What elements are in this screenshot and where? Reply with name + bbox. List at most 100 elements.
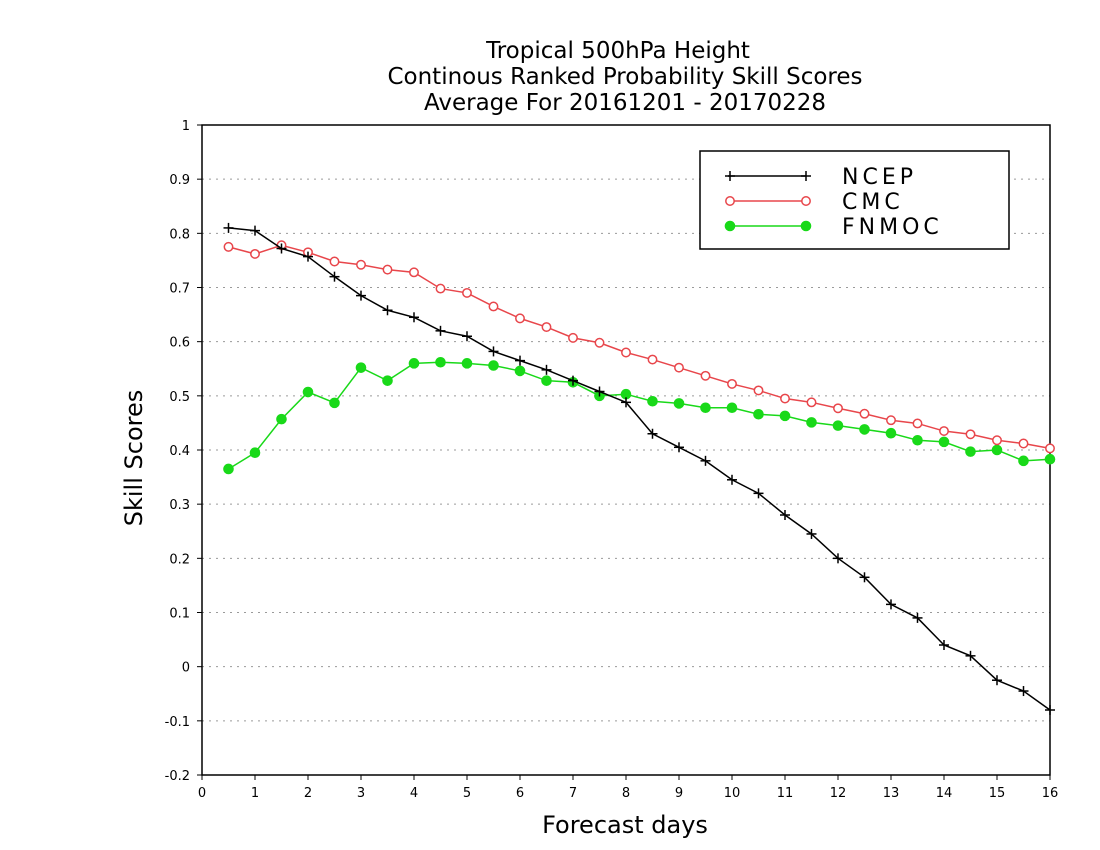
- data-point-ncep: [276, 243, 287, 254]
- legend-marker-cmc: [801, 196, 811, 206]
- data-point-cmc: [886, 415, 896, 426]
- data-point-ncep: [700, 455, 711, 466]
- data-point-cmc: [435, 283, 446, 294]
- data-point-fnmoc: [832, 420, 844, 431]
- data-point-fnmoc: [700, 402, 711, 414]
- legend-item-ncep: NCEP: [725, 165, 917, 190]
- data-point-fnmoc: [726, 402, 738, 414]
- data-point-cmc: [488, 301, 499, 312]
- chart-title-line-1: Tropical 500hPa Height: [485, 38, 750, 64]
- y-tick-label: 0.2: [169, 552, 190, 567]
- data-point-ncep: [912, 612, 923, 623]
- data-point-fnmoc: [673, 398, 685, 409]
- data-point-ncep: [939, 640, 949, 650]
- y-tick-label: -0.2: [165, 769, 190, 784]
- legend-marker-ncep: [725, 171, 735, 181]
- data-point-ncep: [647, 428, 658, 439]
- series-line-ncep: [228, 227, 1051, 711]
- data-point-ncep: [541, 364, 552, 375]
- x-tick-label: 9: [675, 786, 683, 801]
- data-point-cmc: [594, 337, 605, 348]
- data-point-ncep: [303, 251, 313, 262]
- data-point-cmc: [329, 256, 340, 267]
- data-point-fnmoc: [408, 358, 420, 369]
- x-tick-label: 3: [357, 786, 365, 801]
- data-point-fnmoc: [541, 375, 552, 386]
- legend-item-cmc: CMC: [725, 190, 900, 215]
- data-point-cmc: [515, 313, 525, 324]
- data-point-cmc: [409, 267, 419, 278]
- x-tick-label: 10: [724, 786, 741, 801]
- x-tick-label: 2: [304, 786, 312, 801]
- series-cmc: [223, 240, 1055, 454]
- data-point-fnmoc: [276, 413, 287, 425]
- data-point-fnmoc: [514, 365, 526, 377]
- data-point-cmc: [965, 429, 976, 440]
- data-point-ncep: [462, 331, 472, 342]
- data-point-fnmoc: [779, 410, 791, 422]
- x-axis: 0 1 2 3 4 5 6 7 8 9 10 11 12 13 14 15 16: [198, 775, 1058, 801]
- data-point-cmc: [700, 370, 711, 381]
- data-point-ncep: [435, 325, 446, 336]
- data-point-cmc: [727, 378, 737, 389]
- y-tick-label: 0.3: [169, 498, 190, 513]
- data-point-ncep: [886, 599, 896, 610]
- data-point-cmc: [541, 322, 552, 332]
- data-point-cmc: [1045, 443, 1055, 454]
- data-point-ncep: [382, 305, 393, 316]
- series-line-fnmoc: [228, 361, 1051, 470]
- chart-title-line-3: Average For 20161201 - 20170228: [424, 90, 826, 116]
- x-tick-label: 4: [410, 786, 418, 801]
- data-point-fnmoc: [647, 395, 658, 407]
- data-point-ncep: [223, 222, 234, 233]
- data-point-ncep: [674, 442, 684, 453]
- chart-title: Tropical 500hPa Height Continous Ranked …: [387, 38, 862, 116]
- y-tick-label: 0.1: [169, 607, 190, 622]
- x-tick-label: 6: [516, 786, 524, 801]
- data-point-ncep: [992, 675, 1002, 686]
- y-tick-label: 0.9: [169, 173, 190, 188]
- data-point-fnmoc: [753, 408, 764, 420]
- chart-title-line-2: Continous Ranked Probability Skill Score…: [387, 64, 862, 90]
- series-fnmoc: [223, 356, 1056, 475]
- data-point-cmc: [382, 264, 393, 275]
- legend-label-ncep: NCEP: [842, 165, 917, 190]
- data-point-cmc: [1018, 438, 1029, 449]
- data-point-cmc: [912, 418, 923, 429]
- x-tick-label: 0: [198, 786, 206, 801]
- y-tick-label: 0.8: [169, 227, 190, 242]
- data-point-ncep: [621, 397, 631, 408]
- data-point-ncep: [594, 386, 605, 397]
- data-point-fnmoc: [912, 434, 923, 446]
- x-tick-label: 12: [830, 786, 847, 801]
- data-point-fnmoc: [461, 358, 473, 369]
- data-point-ncep: [1045, 705, 1055, 715]
- legend-box: [699, 150, 1010, 250]
- x-tick-label: 13: [883, 786, 900, 801]
- data-point-fnmoc: [355, 362, 367, 373]
- data-point-ncep: [753, 488, 764, 499]
- x-tick-label: 14: [936, 786, 953, 801]
- data-point-ncep: [806, 528, 817, 539]
- data-point-fnmoc: [435, 356, 446, 368]
- data-point-fnmoc: [302, 386, 314, 398]
- data-point-fnmoc: [382, 375, 393, 386]
- data-point-fnmoc: [223, 463, 234, 475]
- data-point-fnmoc: [965, 446, 976, 457]
- x-tick-label: 15: [989, 786, 1006, 801]
- y-tick-label: 0.6: [169, 336, 190, 351]
- legend-label-fnmoc: FNMOC: [842, 215, 943, 240]
- y-axis: -0.2 -0.1 0 0.1 0.2 0.3 0.4 0.5 0.6 0.7 0.8 0.9 1: [165, 119, 202, 784]
- data-point-cmc: [223, 241, 234, 252]
- legend-marker-fnmoc: [724, 220, 736, 232]
- legend-marker-cmc: [725, 196, 735, 206]
- data-point-ncep: [329, 271, 340, 282]
- data-point-cmc: [462, 287, 472, 298]
- y-tick-label: -0.1: [165, 715, 190, 730]
- data-point-cmc: [859, 408, 870, 419]
- legend-marker-ncep: [801, 171, 811, 181]
- x-tick-label: 7: [569, 786, 577, 801]
- data-point-ncep: [833, 553, 843, 564]
